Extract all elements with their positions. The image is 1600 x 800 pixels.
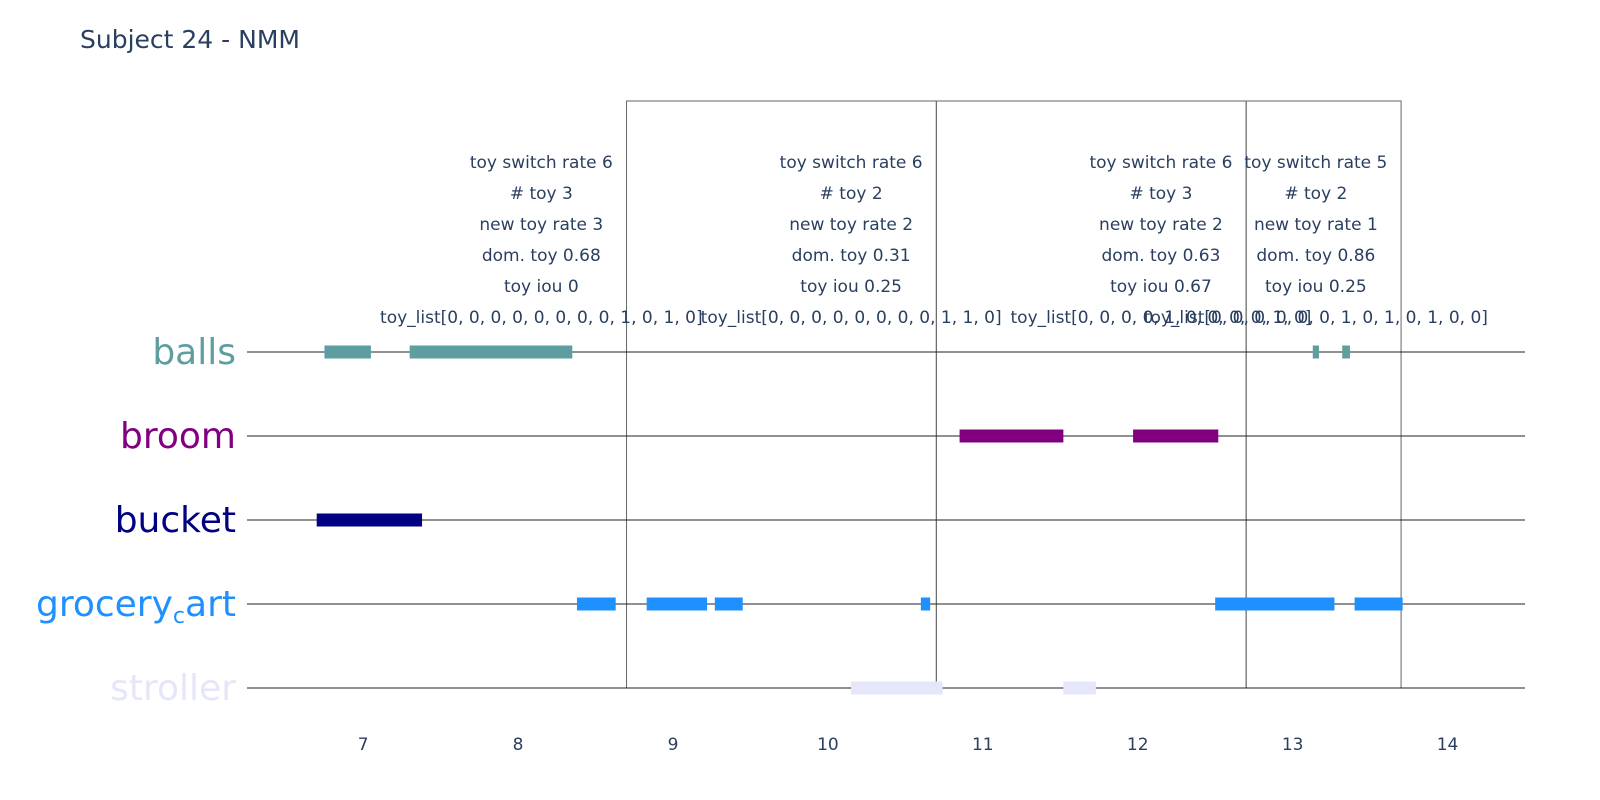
bar-broom-1 <box>959 429 1064 443</box>
annotation-line: toy iou 0.67 <box>1110 277 1212 297</box>
bar-grocery_cart-3 <box>714 597 743 611</box>
bar-bucket-1 <box>316 513 423 527</box>
bar-grocery_cart-4 <box>920 597 931 611</box>
annotation-line: toy_list[0, 0, 0, 0, 0, 0, 1, 0, 1, 0, 1… <box>1144 308 1488 328</box>
annotation-2: toy switch rate 6 # toy 2 new toy rate 2 do… <box>701 153 1002 328</box>
annotation-line: # toy 3 <box>1129 184 1192 204</box>
annotation-line: toy switch rate 5 <box>1244 153 1387 173</box>
annotation-line: toy switch rate 6 <box>780 153 923 173</box>
x-tick-label: 11 <box>972 735 994 755</box>
annotation-line: dom. toy 0.68 <box>482 246 601 266</box>
window-box-2 <box>935 100 1247 689</box>
chart-title: Subject 24 - NMM <box>80 25 300 54</box>
annotation-line: dom. toy 0.86 <box>1256 246 1375 266</box>
annotation-line: dom. toy 0.63 <box>1101 246 1220 266</box>
bar-grocery_cart-2 <box>646 597 708 611</box>
window-annotations: toy switch rate 6 # toy 3 new toy rate 3 do… <box>380 153 1488 328</box>
annotation-line: toy_list[0, 0, 0, 0, 1, 0, 0, 0, 0, 1, 0… <box>1011 308 1312 328</box>
annotation-line: # toy 3 <box>510 184 573 204</box>
annotation-line: # toy 2 <box>820 184 883 204</box>
bar-balls-4 <box>1342 345 1350 359</box>
annotation-line: toy iou 0.25 <box>800 277 902 297</box>
annotation-3: toy switch rate 6 # toy 3 new toy rate 2 do… <box>1011 153 1312 328</box>
bar-balls-2 <box>409 345 573 359</box>
y-label-broom: broom <box>120 416 236 457</box>
bar-grocery_cart-5 <box>1215 597 1335 611</box>
annotation-4: toy switch rate 5 # toy 2 new toy rate 1 do… <box>1144 153 1488 328</box>
annotation-line: # toy 2 <box>1284 184 1347 204</box>
annotation-line: dom. toy 0.31 <box>792 246 911 266</box>
annotation-line: toy_list[0, 0, 0, 0, 0, 0, 0, 0, 1, 0, 1… <box>380 308 703 328</box>
annotation-line: new toy rate 2 <box>1099 215 1223 235</box>
x-tick-label: 14 <box>1437 735 1459 755</box>
y-label-bucket: bucket <box>115 500 236 541</box>
annotation-line: toy switch rate 6 <box>1089 153 1232 173</box>
annotation-line: toy switch rate 6 <box>470 153 613 173</box>
annotation-1: toy switch rate 6 # toy 3 new toy rate 3 do… <box>380 153 703 328</box>
bar-grocery_cart-6 <box>1354 597 1403 611</box>
y-label-stroller: stroller <box>110 668 236 709</box>
x-tick-label: 8 <box>513 735 524 755</box>
y-label-balls: balls <box>152 332 236 373</box>
annotation-line: new toy rate 1 <box>1254 215 1378 235</box>
annotation-line: toy iou 0.25 <box>1265 277 1367 297</box>
bar-stroller-2 <box>1063 681 1096 695</box>
x-axis-ticks: 7 8 9 10 11 12 13 14 <box>358 735 1459 755</box>
interval-bars <box>316 345 1403 695</box>
bar-stroller-1 <box>851 681 943 695</box>
x-tick-label: 7 <box>358 735 369 755</box>
annotation-line: toy_list[0, 0, 0, 0, 0, 0, 0, 0, 1, 1, 0… <box>701 308 1002 328</box>
x-tick-label: 9 <box>668 735 679 755</box>
bar-balls-1 <box>324 345 371 359</box>
bar-broom-2 <box>1133 429 1219 443</box>
y-axis-labels: balls broom bucket grocerycart stroller <box>36 332 236 709</box>
bar-grocery_cart-1 <box>576 597 616 611</box>
x-tick-label: 13 <box>1282 735 1304 755</box>
annotation-line: toy iou 0 <box>504 277 579 297</box>
annotation-line: new toy rate 3 <box>479 215 603 235</box>
annotation-line: new toy rate 2 <box>789 215 913 235</box>
toy-lanes <box>247 351 1525 689</box>
bar-balls-3 <box>1312 345 1319 359</box>
y-label-grocery_cart: grocerycart <box>36 584 236 629</box>
x-tick-label: 10 <box>817 735 839 755</box>
x-tick-label: 12 <box>1127 735 1149 755</box>
